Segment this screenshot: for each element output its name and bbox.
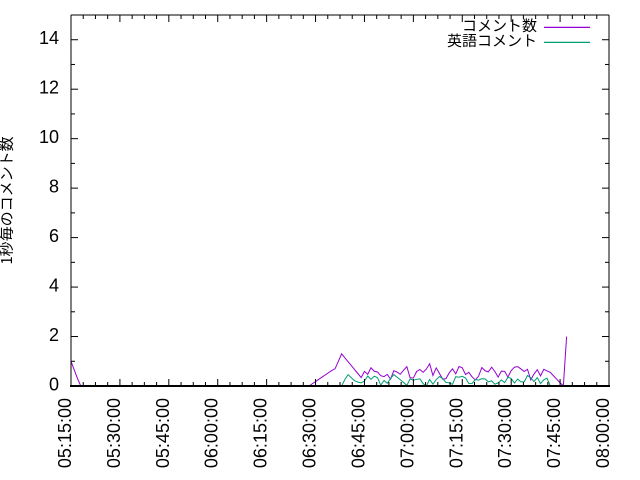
- svg-text:1秒毎のコメント数: 1秒毎のコメント数: [0, 136, 17, 264]
- svg-text:12: 12: [39, 78, 59, 98]
- svg-text:06:15:00: 06:15:00: [251, 398, 271, 468]
- svg-text:08:00:00: 08:00:00: [593, 398, 613, 468]
- svg-text:06:00:00: 06:00:00: [202, 398, 222, 468]
- svg-text:8: 8: [49, 177, 59, 197]
- svg-text:07:30:00: 07:30:00: [495, 398, 515, 468]
- svg-text:6: 6: [49, 226, 59, 246]
- svg-text:0: 0: [49, 375, 59, 395]
- svg-text:4: 4: [49, 276, 59, 296]
- svg-text:英語コメント: 英語コメント: [447, 30, 537, 51]
- svg-text:2: 2: [49, 325, 59, 345]
- svg-text:06:30:00: 06:30:00: [300, 398, 320, 468]
- svg-text:07:45:00: 07:45:00: [544, 398, 564, 468]
- svg-text:07:15:00: 07:15:00: [446, 398, 466, 468]
- svg-text:05:45:00: 05:45:00: [153, 398, 173, 468]
- svg-text:10: 10: [39, 127, 59, 147]
- svg-text:06:45:00: 06:45:00: [348, 398, 368, 468]
- svg-text:05:15:00: 05:15:00: [55, 398, 75, 468]
- svg-text:05:30:00: 05:30:00: [104, 398, 124, 468]
- svg-text:14: 14: [39, 28, 59, 48]
- svg-text:07:00:00: 07:00:00: [397, 398, 417, 468]
